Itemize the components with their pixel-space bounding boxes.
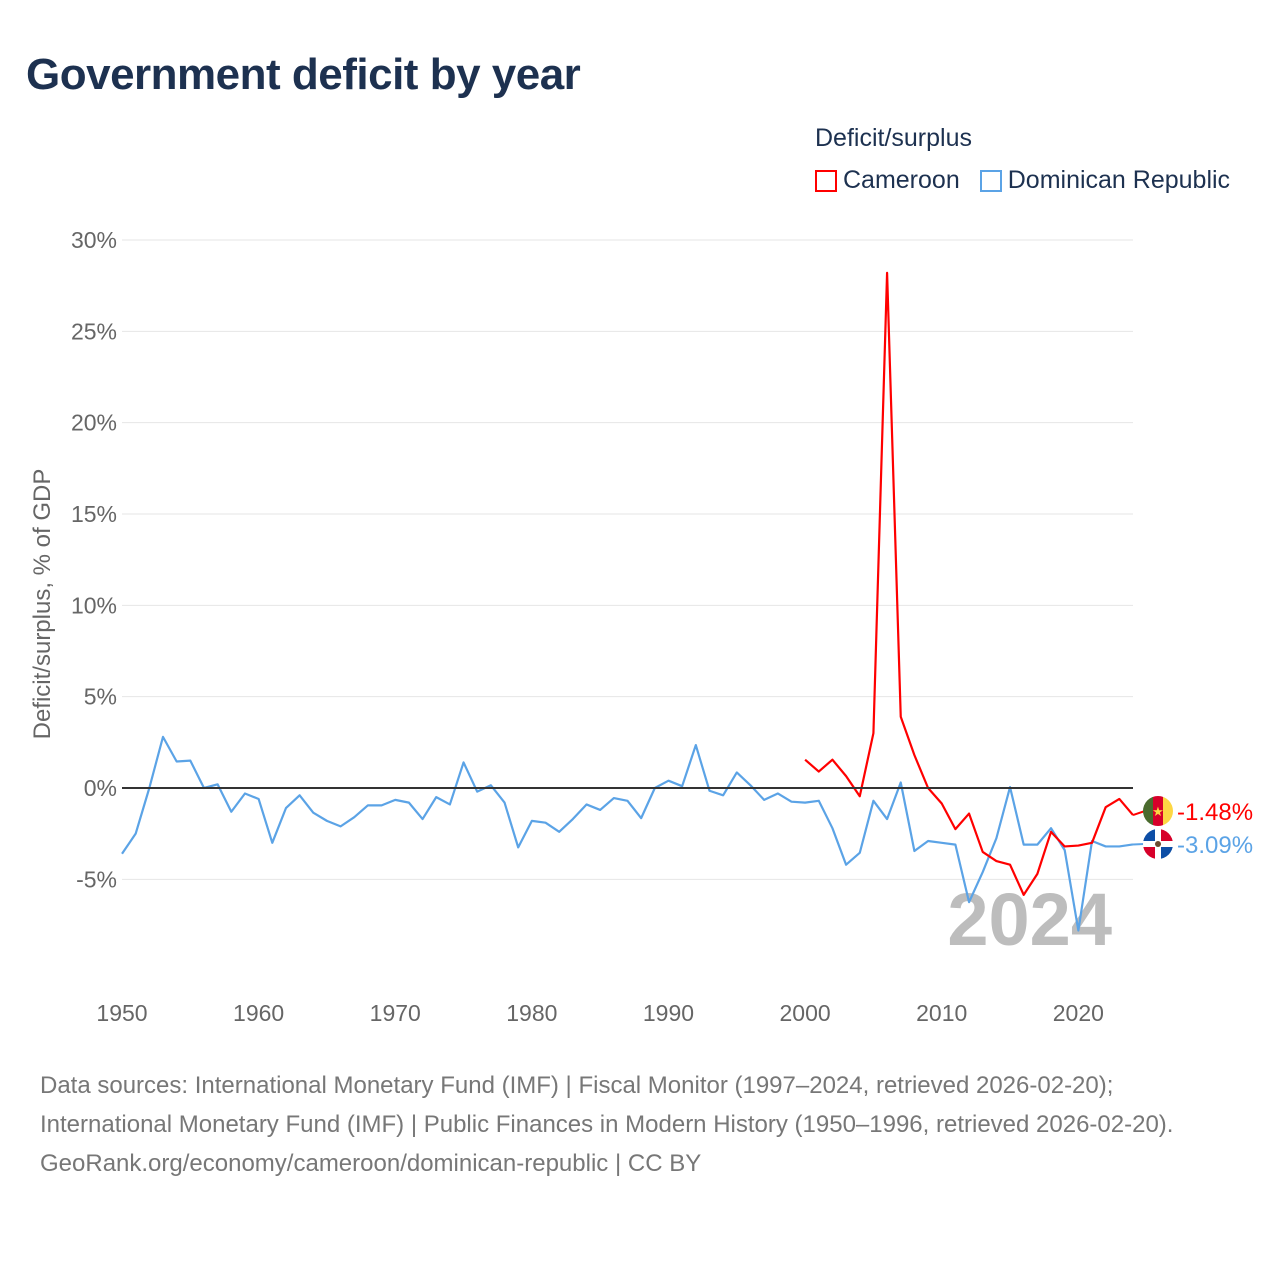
legend-swatch-dominican-republic (979, 169, 1002, 192)
chart-title: Government deficit by year (26, 50, 581, 99)
flag-stripe (1153, 796, 1163, 826)
series-line-dominican-republic (121, 735, 1134, 932)
x-tick-label: 2000 (780, 1000, 831, 1026)
year-watermark: 2024 (947, 878, 1112, 961)
flag-body: ★ (1143, 796, 1173, 826)
flag-quadrant (1143, 829, 1155, 841)
x-tick-label: 1970 (370, 1000, 421, 1026)
legend-item-dominican-republic[interactable]: Dominican Republic (979, 166, 1231, 195)
legend-label: Dominican Republic (1007, 166, 1231, 194)
y-tick-label: 25% (71, 318, 117, 344)
x-tick-label: 1990 (643, 1000, 694, 1026)
legend: Cameroon Dominican Republic (815, 166, 1230, 195)
y-tick-label: 15% (71, 501, 117, 527)
flag-stripe (1143, 796, 1153, 826)
x-tick-label: 2010 (916, 1000, 967, 1026)
flag-quadrant (1143, 847, 1155, 859)
y-tick-label: 10% (71, 592, 117, 618)
y-tick-label: 30% (71, 227, 117, 253)
x-tick-label: 1950 (96, 1000, 147, 1026)
x-tick-label: 1980 (506, 1000, 557, 1026)
flag-emblem (1155, 841, 1161, 847)
legend-item-cameroon[interactable]: Cameroon (815, 166, 960, 195)
flag-quadrant (1161, 829, 1173, 841)
y-axis-label: Deficit/surplus, % of GDP (29, 469, 56, 740)
series-line-cameroon (804, 271, 1134, 896)
data-sources: Data sources: International Monetary Fun… (40, 1072, 1174, 1138)
y-tick-label: -5% (76, 866, 117, 892)
end-value-label: -3.09% (1177, 832, 1253, 859)
flag-stripe (1163, 796, 1173, 826)
attribution: GeoRank.org/economy/cameroon/dominican-r… (40, 1150, 702, 1177)
x-tick-label: 1960 (233, 1000, 284, 1026)
y-tick-label: 0% (84, 775, 117, 801)
footer: Data sources: International Monetary Fun… (40, 1066, 1240, 1183)
legend-title: Deficit/surplus (815, 124, 972, 152)
cameroon-flag: ★ (1143, 796, 1173, 826)
x-tick-label: 2020 (1053, 1000, 1104, 1026)
y-tick-label: 5% (84, 684, 117, 710)
flag-body (1143, 829, 1173, 859)
legend-swatch-cameroon (815, 169, 837, 192)
y-tick-label: 20% (71, 410, 117, 436)
flag-quadrant (1161, 847, 1173, 859)
dominican-republic-flag (1143, 829, 1173, 859)
plot-area: -5% 0% 5% 10% 15% 20% 25% 30% 1950 1960 1970 1980 19… (29, 227, 1253, 1026)
end-label-connector (1132, 810, 1146, 816)
end-value-label: -1.48% (1177, 799, 1253, 826)
legend-label: Cameroon (843, 166, 960, 194)
star-icon: ★ (1152, 804, 1164, 819)
